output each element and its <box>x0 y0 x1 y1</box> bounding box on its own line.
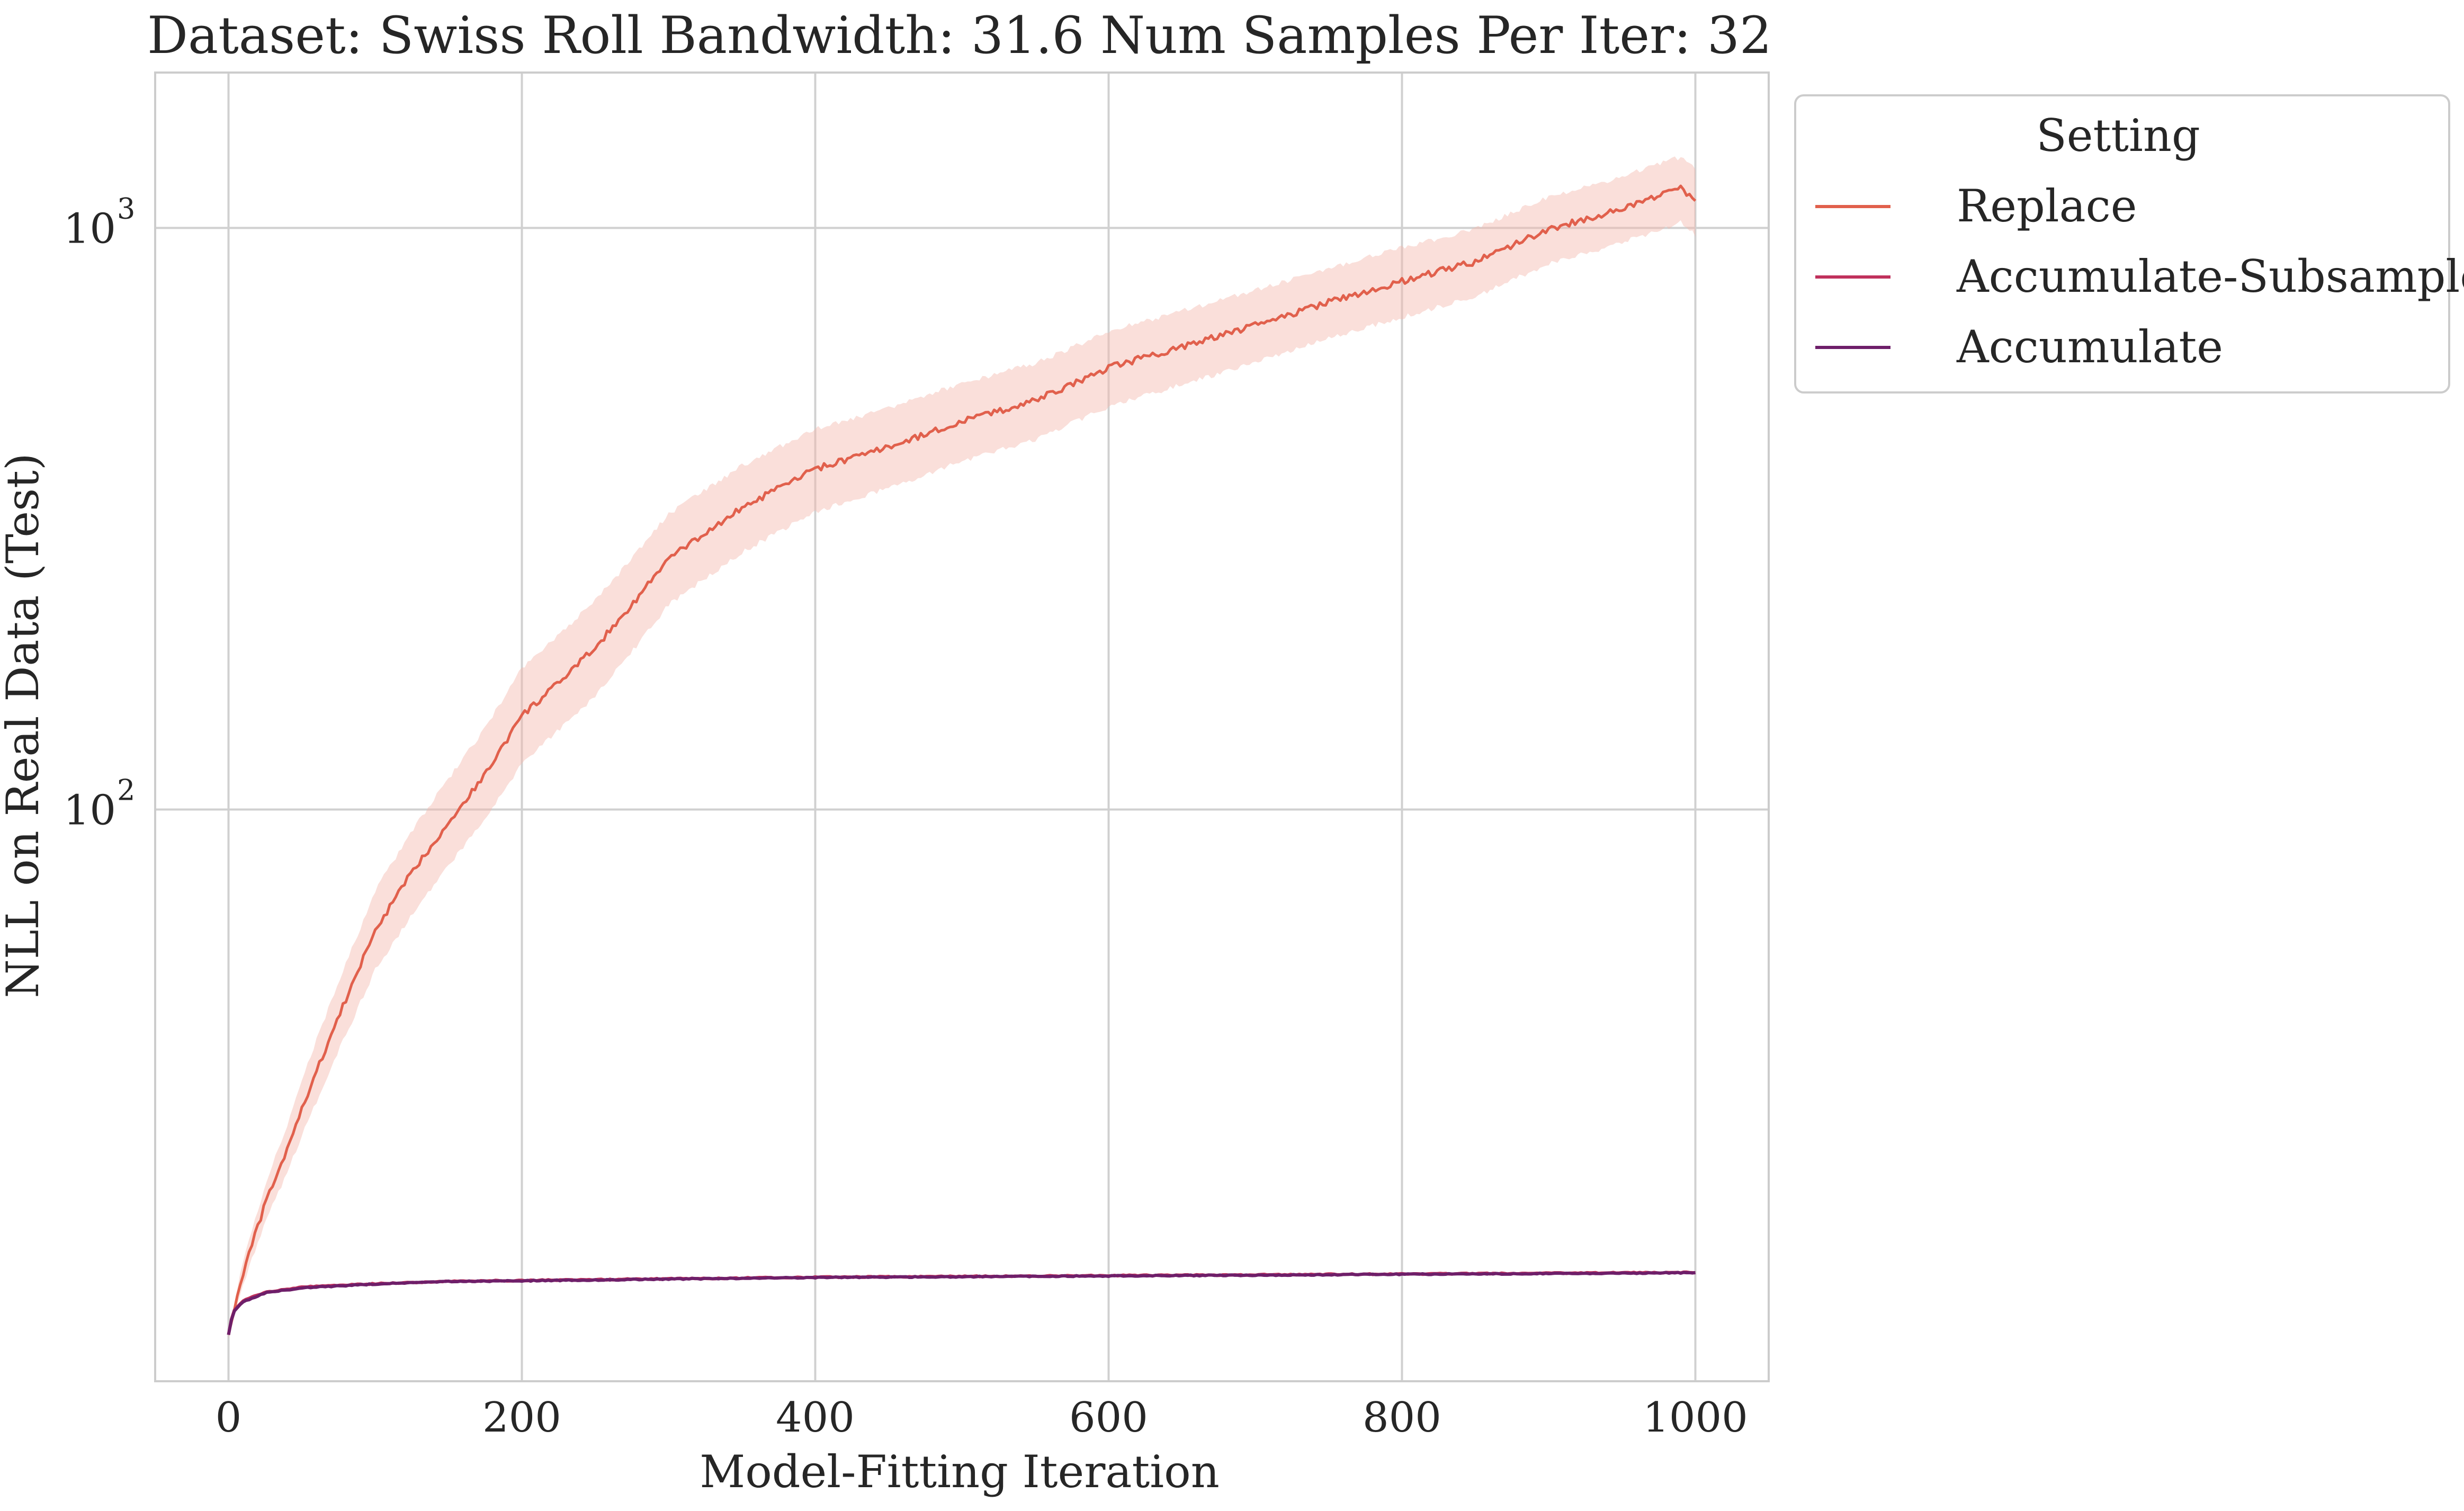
legend-entry: Replace <box>1815 180 2137 232</box>
x-tick-label: 400 <box>776 1394 855 1442</box>
x-tick-label: 600 <box>1069 1394 1148 1442</box>
y-tick-exponent: 3 <box>117 192 135 225</box>
x-axis-label: Model-Fitting Iteration <box>700 1446 1220 1498</box>
plot-frame <box>154 71 1770 1382</box>
confidence-band-replace <box>228 156 1696 1339</box>
legend-label: Accumulate <box>1956 321 2223 373</box>
y-axis-label: NLL on Real Data (Test) <box>0 453 49 998</box>
legend-box <box>1794 94 2450 394</box>
chart-title: Dataset: Swiss Roll Bandwidth: 31.6 Num … <box>147 6 1772 65</box>
legend-entry: Accumulate-Subsample <box>1815 251 2464 302</box>
grid <box>155 73 1769 1381</box>
series-lines <box>227 184 1697 1335</box>
series-line-accumulate <box>227 1271 1696 1335</box>
series-line-replace <box>227 184 1697 1335</box>
y-tick-label: 10 2 <box>64 774 136 835</box>
x-tick-label: 0 <box>216 1394 242 1442</box>
y-tick-base: 10 <box>64 205 116 253</box>
x-tick-label: 800 <box>1363 1394 1441 1442</box>
x-tick-label: 1000 <box>1643 1394 1748 1442</box>
y-tick-exponent: 2 <box>117 774 135 807</box>
x-axis-ticks: 0 200 400 600 800 1000 <box>216 1394 1748 1442</box>
legend-entry: Accumulate <box>1815 321 2223 373</box>
confidence-bands <box>228 156 1696 1339</box>
legend-entries: Replace Accumulate-Subsample Accumulate <box>1815 180 2464 373</box>
legend: Setting Replace Accumulate-Subsample Accum… <box>1794 94 2464 394</box>
y-tick-label: 10 3 <box>64 192 136 253</box>
legend-title: Setting <box>2036 110 2200 162</box>
legend-label: Accumulate-Subsample <box>1956 251 2464 302</box>
legend-label: Replace <box>1957 180 2137 232</box>
y-tick-base: 10 <box>64 787 116 835</box>
x-tick-label: 200 <box>482 1394 561 1442</box>
